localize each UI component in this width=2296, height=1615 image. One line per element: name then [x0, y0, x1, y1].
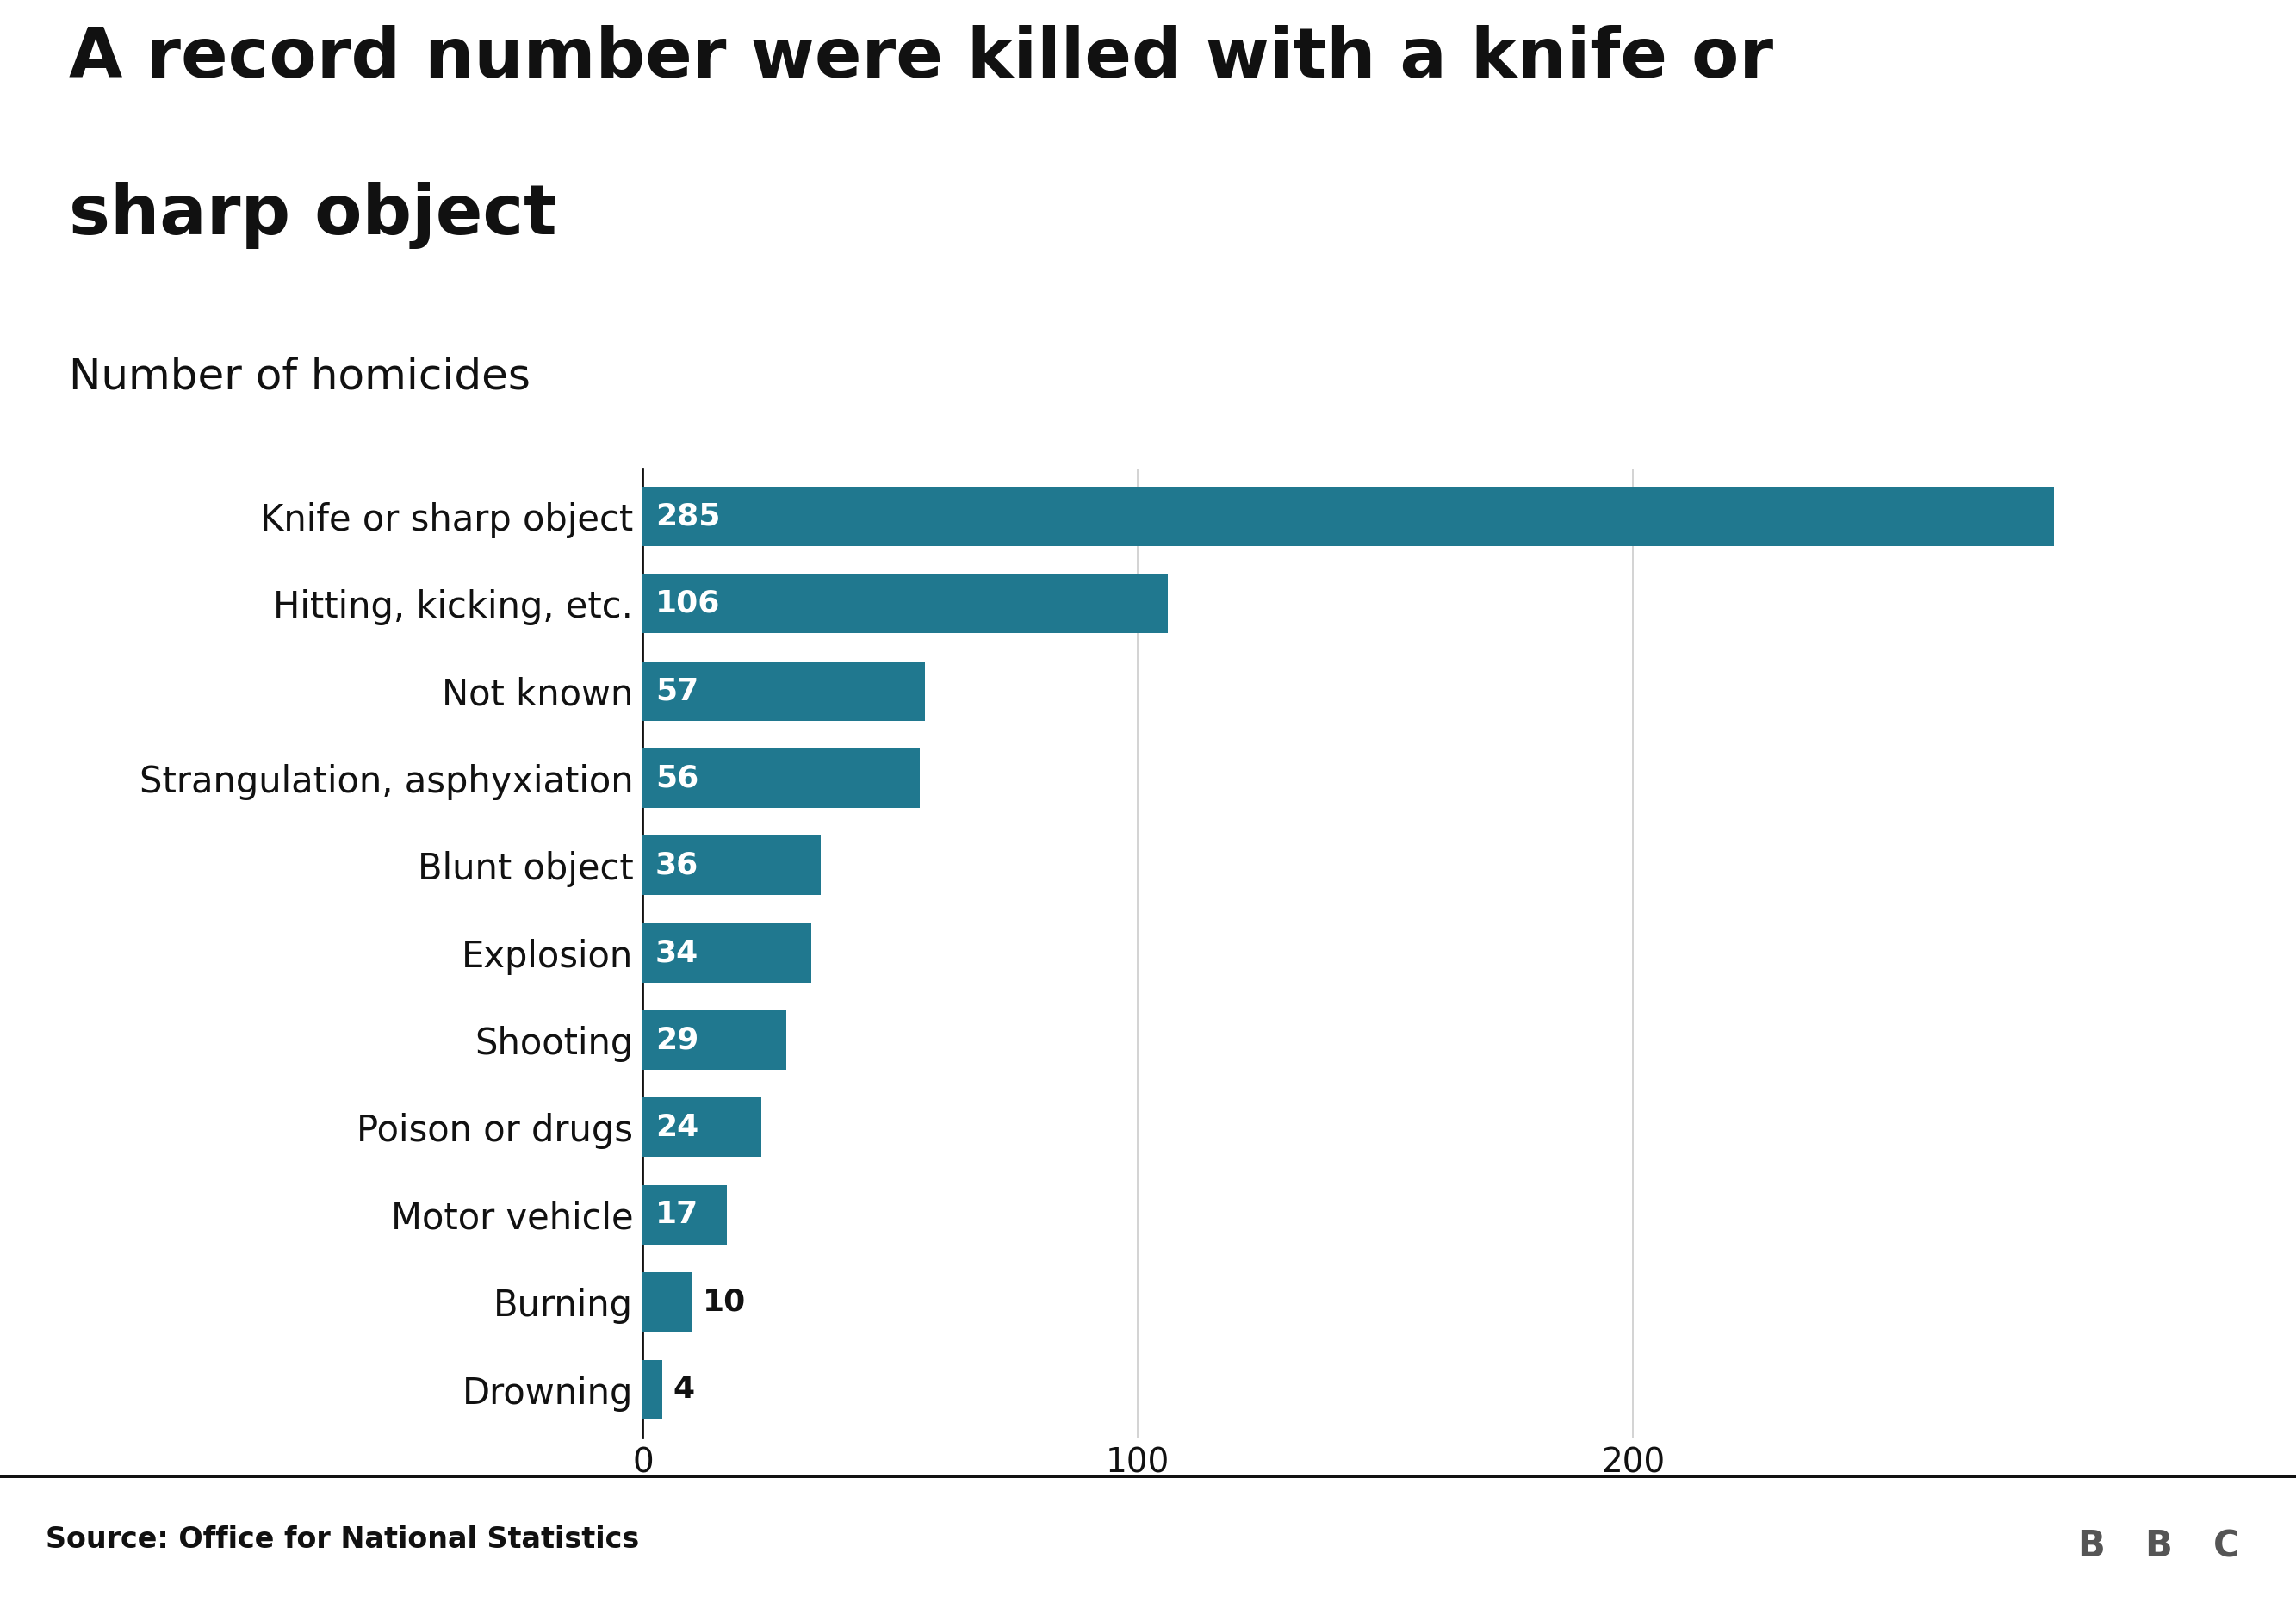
Text: C: C: [2213, 1528, 2239, 1565]
Text: 106: 106: [654, 589, 721, 619]
Text: sharp object: sharp object: [69, 182, 558, 249]
Bar: [643, 661, 925, 720]
Text: B: B: [2144, 1528, 2172, 1565]
FancyBboxPatch shape: [2062, 1495, 2122, 1597]
Text: 285: 285: [654, 502, 721, 531]
Text: 17: 17: [654, 1200, 698, 1229]
Text: B: B: [2078, 1528, 2105, 1565]
Text: 57: 57: [654, 677, 698, 706]
Text: 10: 10: [703, 1287, 746, 1316]
Bar: [643, 837, 822, 895]
Bar: [643, 486, 2055, 546]
FancyBboxPatch shape: [2128, 1495, 2188, 1597]
Text: 4: 4: [673, 1374, 693, 1403]
Bar: [643, 573, 1169, 633]
Text: Number of homicides: Number of homicides: [69, 357, 530, 397]
Bar: [643, 1011, 788, 1069]
FancyBboxPatch shape: [2197, 1495, 2255, 1597]
Bar: [643, 1185, 728, 1245]
Bar: [643, 1098, 762, 1156]
Bar: [643, 1360, 664, 1420]
Text: Source: Office for National Statistics: Source: Office for National Statistics: [46, 1525, 641, 1554]
Bar: [643, 1273, 693, 1332]
Text: 34: 34: [654, 938, 698, 967]
Bar: [643, 924, 810, 982]
Bar: [643, 749, 921, 808]
Text: 24: 24: [654, 1113, 698, 1142]
Text: 56: 56: [654, 764, 698, 793]
Text: A record number were killed with a knife or: A record number were killed with a knife…: [69, 24, 1773, 92]
Text: 29: 29: [654, 1026, 698, 1055]
Text: 36: 36: [654, 851, 698, 880]
